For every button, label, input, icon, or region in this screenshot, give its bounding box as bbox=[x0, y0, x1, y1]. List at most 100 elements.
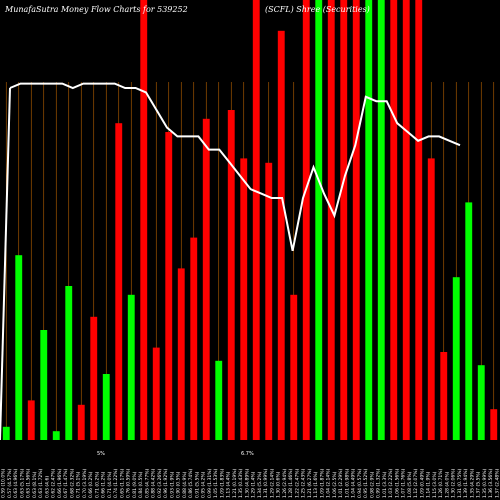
bar-18 bbox=[215, 360, 223, 440]
tick-label: 0.88 (4.42%) bbox=[151, 468, 157, 498]
tick-label: 0.67 (1.47%) bbox=[63, 468, 69, 498]
tick-label: 1.35 (0.43%) bbox=[238, 468, 244, 498]
tick-label: 1.36 (3.56%) bbox=[488, 468, 494, 498]
bar-16 bbox=[190, 237, 198, 440]
chart-annotation-2: 6.7% bbox=[241, 451, 254, 457]
bar-19 bbox=[227, 110, 235, 440]
tick-label: 0.92 (3.26%) bbox=[157, 469, 163, 499]
bar-36 bbox=[440, 352, 448, 440]
bar-12 bbox=[140, 0, 148, 440]
bar-5 bbox=[52, 431, 60, 440]
bar-25 bbox=[302, 0, 310, 440]
tick-label: 0.96 (1.92%) bbox=[163, 468, 169, 498]
chart-title: MunafaSutra Money Flow Charts for 539252 bbox=[4, 5, 188, 14]
x-axis-ticks: 0.59 (10.0%) 0.57 (4.57%) 0.63 (4.96%) 0.63… bbox=[1, 468, 500, 498]
bar-4 bbox=[40, 330, 48, 440]
tick-label: 0.74 (1.22%) bbox=[113, 468, 119, 498]
tick-label: 1.08 (5.8%) bbox=[407, 471, 413, 498]
tick-label: 1.31 (0.99%) bbox=[263, 468, 269, 498]
tick-label: 0.94 (0.57%) bbox=[357, 469, 363, 499]
bar-37 bbox=[452, 277, 460, 440]
bar-6 bbox=[65, 286, 73, 440]
tick-label: 0.99 (1.32%) bbox=[376, 468, 382, 498]
tick-label: 0.63 (1.56%) bbox=[26, 468, 32, 498]
tick-label: 1.14 (1.9%) bbox=[426, 471, 432, 498]
tick-label: 1.21 (0.19%) bbox=[232, 469, 238, 499]
money-flow-line bbox=[9, 82, 461, 251]
tick-label: 1.13 (1.6%) bbox=[313, 471, 319, 498]
bar-38 bbox=[465, 202, 473, 440]
bar-30 bbox=[365, 0, 373, 440]
bar-7 bbox=[77, 404, 85, 440]
tick-label: 1.37 (5.5%) bbox=[476, 471, 482, 498]
tick-label: 0.91 (5.5%) bbox=[194, 471, 200, 498]
bar-3 bbox=[27, 400, 35, 440]
tick-label: 1.09 (1.87%) bbox=[319, 469, 325, 499]
tick-label: 1.29 (1.4%) bbox=[251, 471, 257, 498]
tick-label: 1.39 (1.94%) bbox=[463, 468, 469, 498]
tick-label: 1.26 (0.71%) bbox=[438, 468, 444, 498]
tick-label: 0.66 (1.2%) bbox=[101, 471, 107, 498]
bar-39 bbox=[477, 365, 485, 440]
tick-label: 1.12 (2.07%) bbox=[413, 468, 419, 498]
tick-label: 1.31 (0.75%) bbox=[457, 469, 463, 499]
tick-label: 0.65 (1.17%) bbox=[119, 469, 125, 499]
bar-23 bbox=[277, 30, 285, 441]
bar-32 bbox=[390, 0, 398, 440]
bar-26 bbox=[315, 0, 323, 440]
tick-label: 0.66 (0.2%) bbox=[88, 471, 94, 498]
tick-label: 0.63 (4.6) bbox=[44, 476, 50, 498]
bar-35 bbox=[427, 158, 435, 440]
tick-label: 1.28 (1.46%) bbox=[288, 468, 294, 498]
tick-label: 0.68 (2.32%) bbox=[69, 469, 75, 499]
tick-label: 1.35 (0.99%) bbox=[482, 469, 488, 499]
tick-label: 0.93 (1.9%) bbox=[169, 471, 175, 498]
tick-label: 1.05 (1.53%) bbox=[213, 468, 219, 498]
tick-label: 1.15 (3.0%) bbox=[432, 471, 438, 498]
tick-label: 0.90 (0.5%) bbox=[176, 471, 182, 498]
bar-1 bbox=[2, 426, 10, 440]
bar-21 bbox=[252, 0, 260, 440]
tick-label: 1.21 (6.27%) bbox=[307, 469, 313, 499]
bar-11 bbox=[127, 294, 135, 440]
tick-label: 0.71 (5.1%) bbox=[76, 471, 82, 498]
tick-label: 1.06 (2.5%) bbox=[332, 471, 338, 498]
tick-label: 0.71 (0.2%) bbox=[94, 471, 100, 498]
bar-22 bbox=[265, 162, 273, 441]
tick-label: 1.26 (2.94%) bbox=[282, 469, 288, 499]
tick-label: 0.81 (9.0%) bbox=[132, 471, 138, 498]
tick-label: 1.04 (4.49%) bbox=[351, 468, 357, 498]
tick-label: 1.28 (4.0%) bbox=[444, 471, 450, 498]
tick-label: 1.01 (0.98%) bbox=[344, 469, 350, 499]
tick-label: 0.70 (3.19%) bbox=[82, 469, 88, 499]
tick-label: 1.04 (2.14%) bbox=[326, 468, 332, 498]
bar-14 bbox=[165, 132, 173, 440]
bar-8 bbox=[90, 316, 98, 440]
tick-label: 1.22 (2.47%) bbox=[294, 469, 300, 499]
tick-label: 0.66 (1.96%) bbox=[57, 469, 63, 499]
tick-label: 0.57 (4.57%) bbox=[7, 469, 13, 499]
tick-label: 0.95 (4.2%) bbox=[201, 471, 207, 498]
bar-31 bbox=[377, 0, 385, 440]
tick-label: 1.13 (4.4%) bbox=[226, 471, 232, 498]
tick-label: 1.09 (1.83%) bbox=[219, 469, 225, 499]
chart-annotation-1: 5% bbox=[97, 451, 105, 457]
bar-9 bbox=[102, 374, 110, 440]
tick-label: 0.63 (5.17%) bbox=[19, 469, 25, 499]
bar-29 bbox=[352, 0, 360, 440]
money-flow-line-lead bbox=[0, 87, 11, 441]
bar-40 bbox=[490, 409, 498, 440]
tick-label: 0.63 (4.96%) bbox=[13, 468, 19, 498]
tick-label: 1.09 (0.49%) bbox=[419, 469, 425, 499]
bar-33 bbox=[402, 0, 410, 440]
tick-label: 1.30 (0.6%) bbox=[276, 471, 282, 498]
tick-label: 1.35 (4.29%) bbox=[469, 469, 475, 499]
tick-label: 1.37 (2.48%) bbox=[494, 469, 500, 499]
bar-20 bbox=[240, 158, 248, 440]
tick-label: 0.63 (1.72%) bbox=[38, 468, 44, 498]
tick-label: 1.29 (2.14%) bbox=[269, 469, 275, 499]
bar-13 bbox=[152, 347, 160, 440]
bar-15 bbox=[177, 268, 185, 440]
